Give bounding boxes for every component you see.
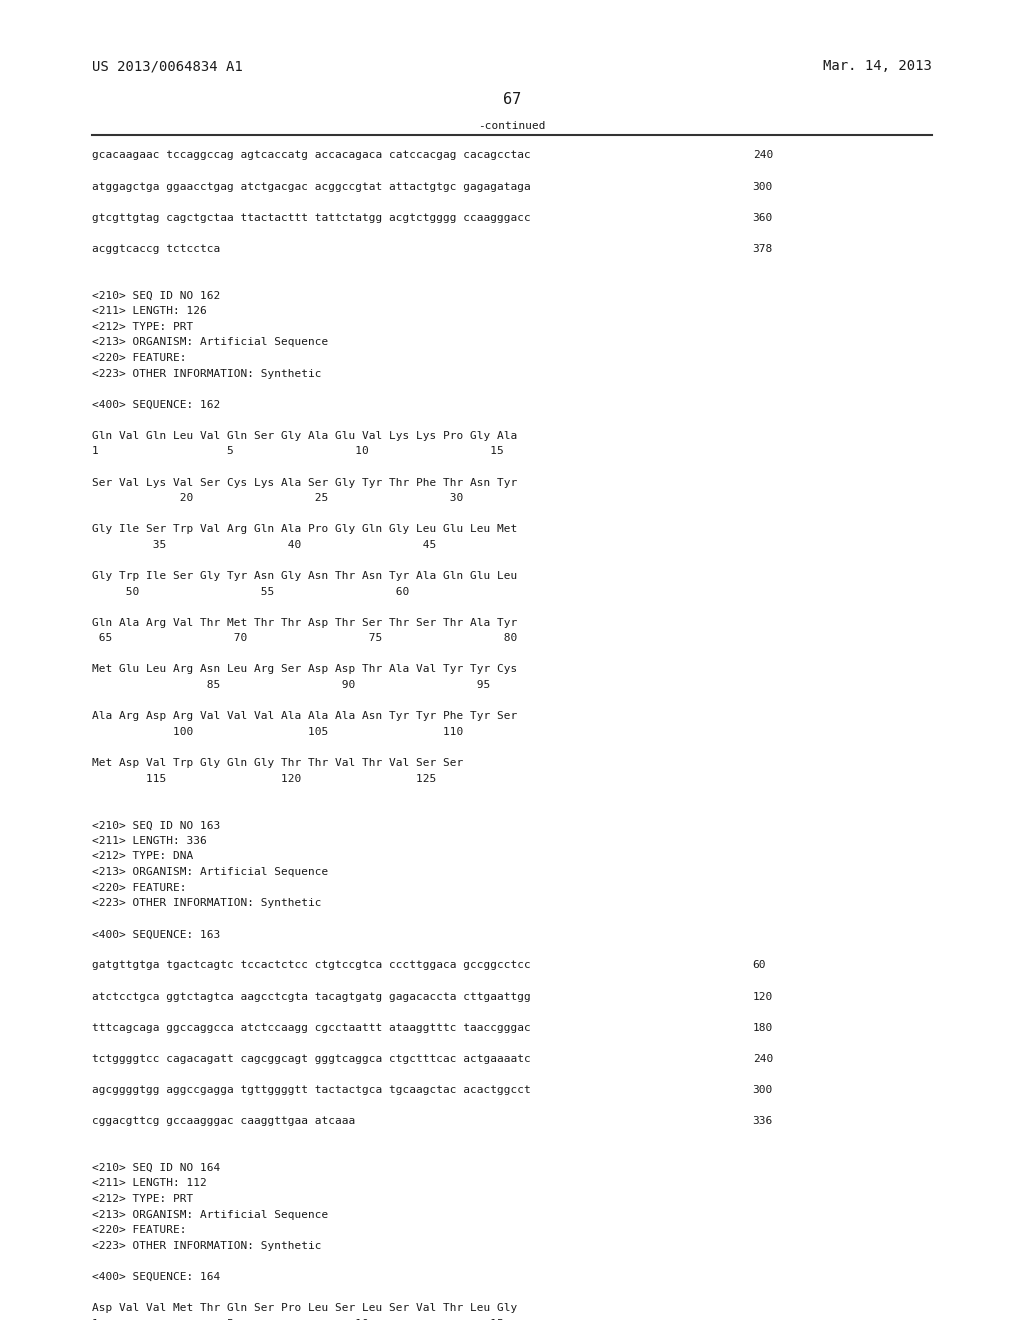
Text: <210> SEQ ID NO 163: <210> SEQ ID NO 163 <box>92 820 220 830</box>
Text: 360: 360 <box>753 213 773 223</box>
Text: 378: 378 <box>753 244 773 253</box>
Text: tctggggtcc cagacagatt cagcggcagt gggtcaggca ctgctttcac actgaaaatc: tctggggtcc cagacagatt cagcggcagt gggtcag… <box>92 1053 530 1064</box>
Text: Gln Val Gln Leu Val Gln Ser Gly Ala Glu Val Lys Lys Pro Gly Ala: Gln Val Gln Leu Val Gln Ser Gly Ala Glu … <box>92 430 517 441</box>
Text: 20                  25                  30: 20 25 30 <box>92 494 464 503</box>
Text: <210> SEQ ID NO 162: <210> SEQ ID NO 162 <box>92 290 220 301</box>
Text: <213> ORGANISM: Artificial Sequence: <213> ORGANISM: Artificial Sequence <box>92 867 329 876</box>
Text: 180: 180 <box>753 1023 773 1032</box>
Text: Ser Val Lys Val Ser Cys Lys Ala Ser Gly Tyr Thr Phe Thr Asn Tyr: Ser Val Lys Val Ser Cys Lys Ala Ser Gly … <box>92 478 517 487</box>
Text: atctcctgca ggtctagtca aagcctcgta tacagtgatg gagacaccta cttgaattgg: atctcctgca ggtctagtca aagcctcgta tacagtg… <box>92 991 530 1002</box>
Text: cggacgttcg gccaagggac caaggttgaa atcaaa: cggacgttcg gccaagggac caaggttgaa atcaaa <box>92 1117 355 1126</box>
Text: Met Glu Leu Arg Asn Leu Arg Ser Asp Asp Thr Ala Val Tyr Tyr Cys: Met Glu Leu Arg Asn Leu Arg Ser Asp Asp … <box>92 664 517 675</box>
Text: -continued: -continued <box>478 121 546 132</box>
Text: 100                 105                 110: 100 105 110 <box>92 727 464 737</box>
Text: 50                  55                  60: 50 55 60 <box>92 586 410 597</box>
Text: <212> TYPE: DNA: <212> TYPE: DNA <box>92 851 194 862</box>
Text: Met Asp Val Trp Gly Gln Gly Thr Thr Val Thr Val Ser Ser: Met Asp Val Trp Gly Gln Gly Thr Thr Val … <box>92 758 464 768</box>
Text: Mar. 14, 2013: Mar. 14, 2013 <box>823 59 932 74</box>
Text: US 2013/0064834 A1: US 2013/0064834 A1 <box>92 59 243 74</box>
Text: atggagctga ggaacctgag atctgacgac acggccgtat attactgtgc gagagataga: atggagctga ggaacctgag atctgacgac acggccg… <box>92 182 530 191</box>
Text: 336: 336 <box>753 1117 773 1126</box>
Text: <211> LENGTH: 126: <211> LENGTH: 126 <box>92 306 207 317</box>
Text: 300: 300 <box>753 1085 773 1096</box>
Text: 67: 67 <box>503 92 521 107</box>
Text: 300: 300 <box>753 182 773 191</box>
Text: <400> SEQUENCE: 162: <400> SEQUENCE: 162 <box>92 400 220 409</box>
Text: 60: 60 <box>753 961 766 970</box>
Text: <220> FEATURE:: <220> FEATURE: <box>92 883 186 892</box>
Text: <220> FEATURE:: <220> FEATURE: <box>92 352 186 363</box>
Text: 240: 240 <box>753 150 773 161</box>
Text: 85                  90                  95: 85 90 95 <box>92 680 490 690</box>
Text: gatgttgtga tgactcagtc tccactctcc ctgtccgtca cccttggaca gccggcctcc: gatgttgtga tgactcagtc tccactctcc ctgtccg… <box>92 961 530 970</box>
Text: <211> LENGTH: 112: <211> LENGTH: 112 <box>92 1179 207 1188</box>
Text: <400> SEQUENCE: 163: <400> SEQUENCE: 163 <box>92 929 220 940</box>
Text: <223> OTHER INFORMATION: Synthetic: <223> OTHER INFORMATION: Synthetic <box>92 898 322 908</box>
Text: 240: 240 <box>753 1053 773 1064</box>
Text: <400> SEQUENCE: 164: <400> SEQUENCE: 164 <box>92 1272 220 1282</box>
Text: <212> TYPE: PRT: <212> TYPE: PRT <box>92 1195 194 1204</box>
Text: gtcgttgtag cagctgctaa ttactacttt tattctatgg acgtctgggg ccaagggacc: gtcgttgtag cagctgctaa ttactacttt tattcta… <box>92 213 530 223</box>
Text: tttcagcaga ggccaggcca atctccaagg cgcctaattt ataaggtttc taaccgggac: tttcagcaga ggccaggcca atctccaagg cgcctaa… <box>92 1023 530 1032</box>
Text: <211> LENGTH: 336: <211> LENGTH: 336 <box>92 836 207 846</box>
Text: 65                  70                  75                  80: 65 70 75 80 <box>92 634 517 643</box>
Text: Asp Val Val Met Thr Gln Ser Pro Leu Ser Leu Ser Val Thr Leu Gly: Asp Val Val Met Thr Gln Ser Pro Leu Ser … <box>92 1303 517 1313</box>
Text: 115                 120                 125: 115 120 125 <box>92 774 436 784</box>
Text: 35                  40                  45: 35 40 45 <box>92 540 436 550</box>
Text: <223> OTHER INFORMATION: Synthetic: <223> OTHER INFORMATION: Synthetic <box>92 368 322 379</box>
Text: agcggggtgg aggccgagga tgttggggtt tactactgca tgcaagctac acactggcct: agcggggtgg aggccgagga tgttggggtt tactact… <box>92 1085 530 1096</box>
Text: Ala Arg Asp Arg Val Val Val Ala Ala Ala Asn Tyr Tyr Phe Tyr Ser: Ala Arg Asp Arg Val Val Val Ala Ala Ala … <box>92 711 517 721</box>
Text: 120: 120 <box>753 991 773 1002</box>
Text: Gly Trp Ile Ser Gly Tyr Asn Gly Asn Thr Asn Tyr Ala Gln Glu Leu: Gly Trp Ile Ser Gly Tyr Asn Gly Asn Thr … <box>92 572 517 581</box>
Text: gcacaagaac tccaggccag agtcaccatg accacagaca catccacgag cacagcctac: gcacaagaac tccaggccag agtcaccatg accacag… <box>92 150 530 161</box>
Text: Gly Ile Ser Trp Val Arg Gln Ala Pro Gly Gln Gly Leu Glu Leu Met: Gly Ile Ser Trp Val Arg Gln Ala Pro Gly … <box>92 524 517 535</box>
Text: <223> OTHER INFORMATION: Synthetic: <223> OTHER INFORMATION: Synthetic <box>92 1241 322 1251</box>
Text: 1                   5                  10                  15: 1 5 10 15 <box>92 446 504 457</box>
Text: acggtcaccg tctcctca: acggtcaccg tctcctca <box>92 244 220 253</box>
Text: <212> TYPE: PRT: <212> TYPE: PRT <box>92 322 194 331</box>
Text: <213> ORGANISM: Artificial Sequence: <213> ORGANISM: Artificial Sequence <box>92 1209 329 1220</box>
Text: Gln Ala Arg Val Thr Met Thr Thr Asp Thr Ser Thr Ser Thr Ala Tyr: Gln Ala Arg Val Thr Met Thr Thr Asp Thr … <box>92 618 517 628</box>
Text: <213> ORGANISM: Artificial Sequence: <213> ORGANISM: Artificial Sequence <box>92 338 329 347</box>
Text: <210> SEQ ID NO 164: <210> SEQ ID NO 164 <box>92 1163 220 1173</box>
Text: <220> FEATURE:: <220> FEATURE: <box>92 1225 186 1236</box>
